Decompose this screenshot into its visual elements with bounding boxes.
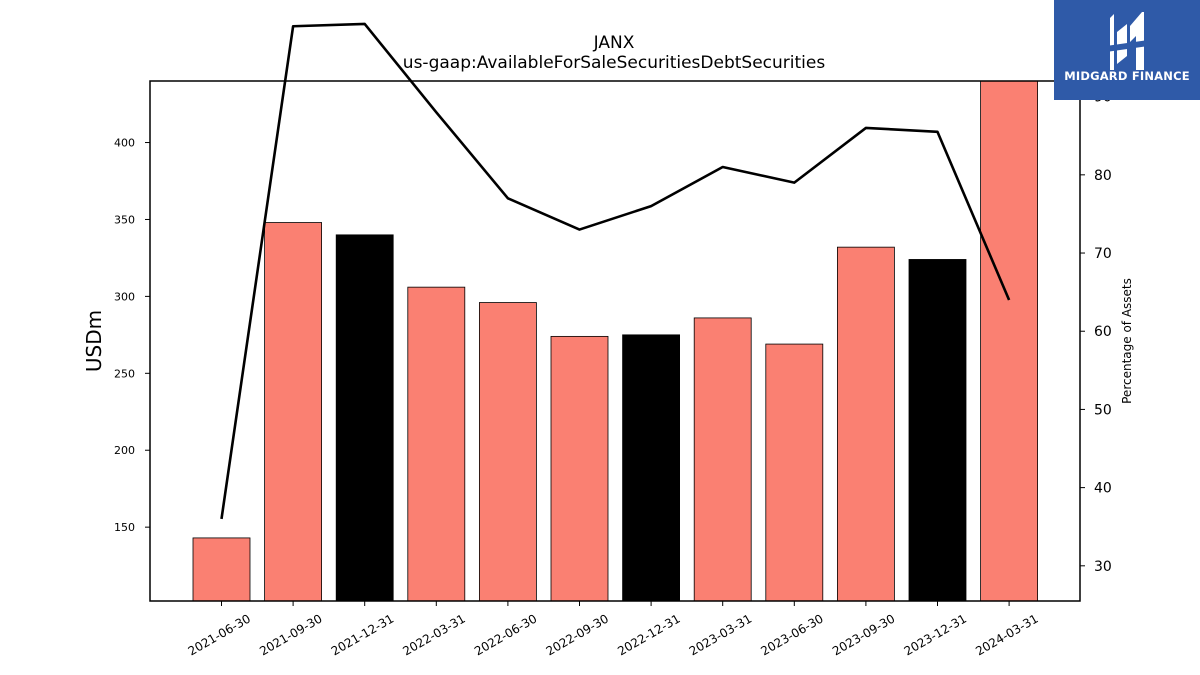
- y2-axis-ticks: 30405060708090: [1080, 90, 1112, 575]
- x-tick-label: 2023-06-30: [758, 611, 825, 658]
- x-tick-label: 2023-09-30: [830, 611, 897, 658]
- y2-tick-label: 70: [1094, 246, 1112, 262]
- line-group: [220, 22, 1011, 520]
- x-tick-label: 2023-03-31: [687, 611, 754, 658]
- x-tick-label: 2022-03-31: [400, 611, 467, 658]
- bar: [335, 234, 394, 602]
- x-tick-label: 2024-03-31: [973, 611, 1040, 658]
- bar: [264, 222, 323, 602]
- x-tick-label: 2021-09-30: [257, 611, 324, 658]
- y-axis-label: USDm: [82, 310, 106, 372]
- y-tick-label: 150: [114, 521, 135, 534]
- bar: [908, 259, 967, 602]
- y-tick-label: 250: [114, 367, 135, 380]
- y2-tick-label: 50: [1094, 402, 1112, 418]
- x-tick-label: 2021-12-31: [329, 611, 396, 658]
- bar: [765, 343, 824, 602]
- y2-tick-label: 30: [1094, 559, 1112, 575]
- x-tick-label: 2023-12-31: [902, 611, 969, 658]
- bar: [407, 286, 466, 602]
- x-tick-label: 2022-09-30: [544, 611, 611, 658]
- chart-subtitle: us-gaap:AvailableForSaleSecuritiesDebtSe…: [403, 53, 826, 73]
- bars-group: [192, 80, 1038, 602]
- y2-tick-label: 40: [1094, 481, 1112, 497]
- chart-title: JANX: [593, 33, 635, 53]
- y-tick-label: 200: [114, 444, 135, 457]
- logo-mark-icon: [1106, 12, 1148, 70]
- bar: [980, 80, 1038, 602]
- y-tick-label: 300: [114, 290, 135, 303]
- brand-logo: MIDGARD FINANCE: [1054, 0, 1200, 100]
- y-axis-ticks: 150 200 250 300 350 400: [114, 137, 150, 534]
- y2-tick-label: 80: [1094, 168, 1112, 184]
- x-tick-label: 2022-12-31: [615, 611, 682, 658]
- bar: [478, 302, 537, 602]
- line-series: [220, 22, 1011, 520]
- x-axis-ticks: 2021-06-30 2021-09-30 2021-12-31 2022-03-31…: [186, 601, 1041, 658]
- y2-axis-label: Percentage of Assets: [1120, 278, 1134, 404]
- bar: [693, 317, 752, 602]
- logo-text: MIDGARD FINANCE: [1064, 69, 1190, 83]
- x-tick-label: 2021-06-30: [186, 611, 253, 658]
- bar: [192, 537, 251, 602]
- plot-frame: [149, 80, 1081, 602]
- bar: [837, 246, 895, 602]
- bar: [622, 334, 680, 602]
- y2-tick-label: 60: [1094, 324, 1112, 340]
- bar: [550, 335, 609, 602]
- x-tick-label: 2022-06-30: [472, 611, 539, 658]
- y-tick-label: 400: [114, 137, 135, 150]
- y-tick-label: 350: [114, 213, 135, 226]
